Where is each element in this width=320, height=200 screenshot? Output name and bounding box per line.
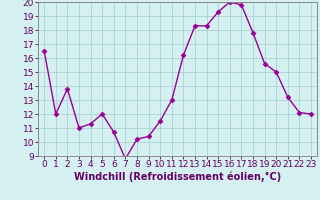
X-axis label: Windchill (Refroidissement éolien,°C): Windchill (Refroidissement éolien,°C) (74, 172, 281, 182)
